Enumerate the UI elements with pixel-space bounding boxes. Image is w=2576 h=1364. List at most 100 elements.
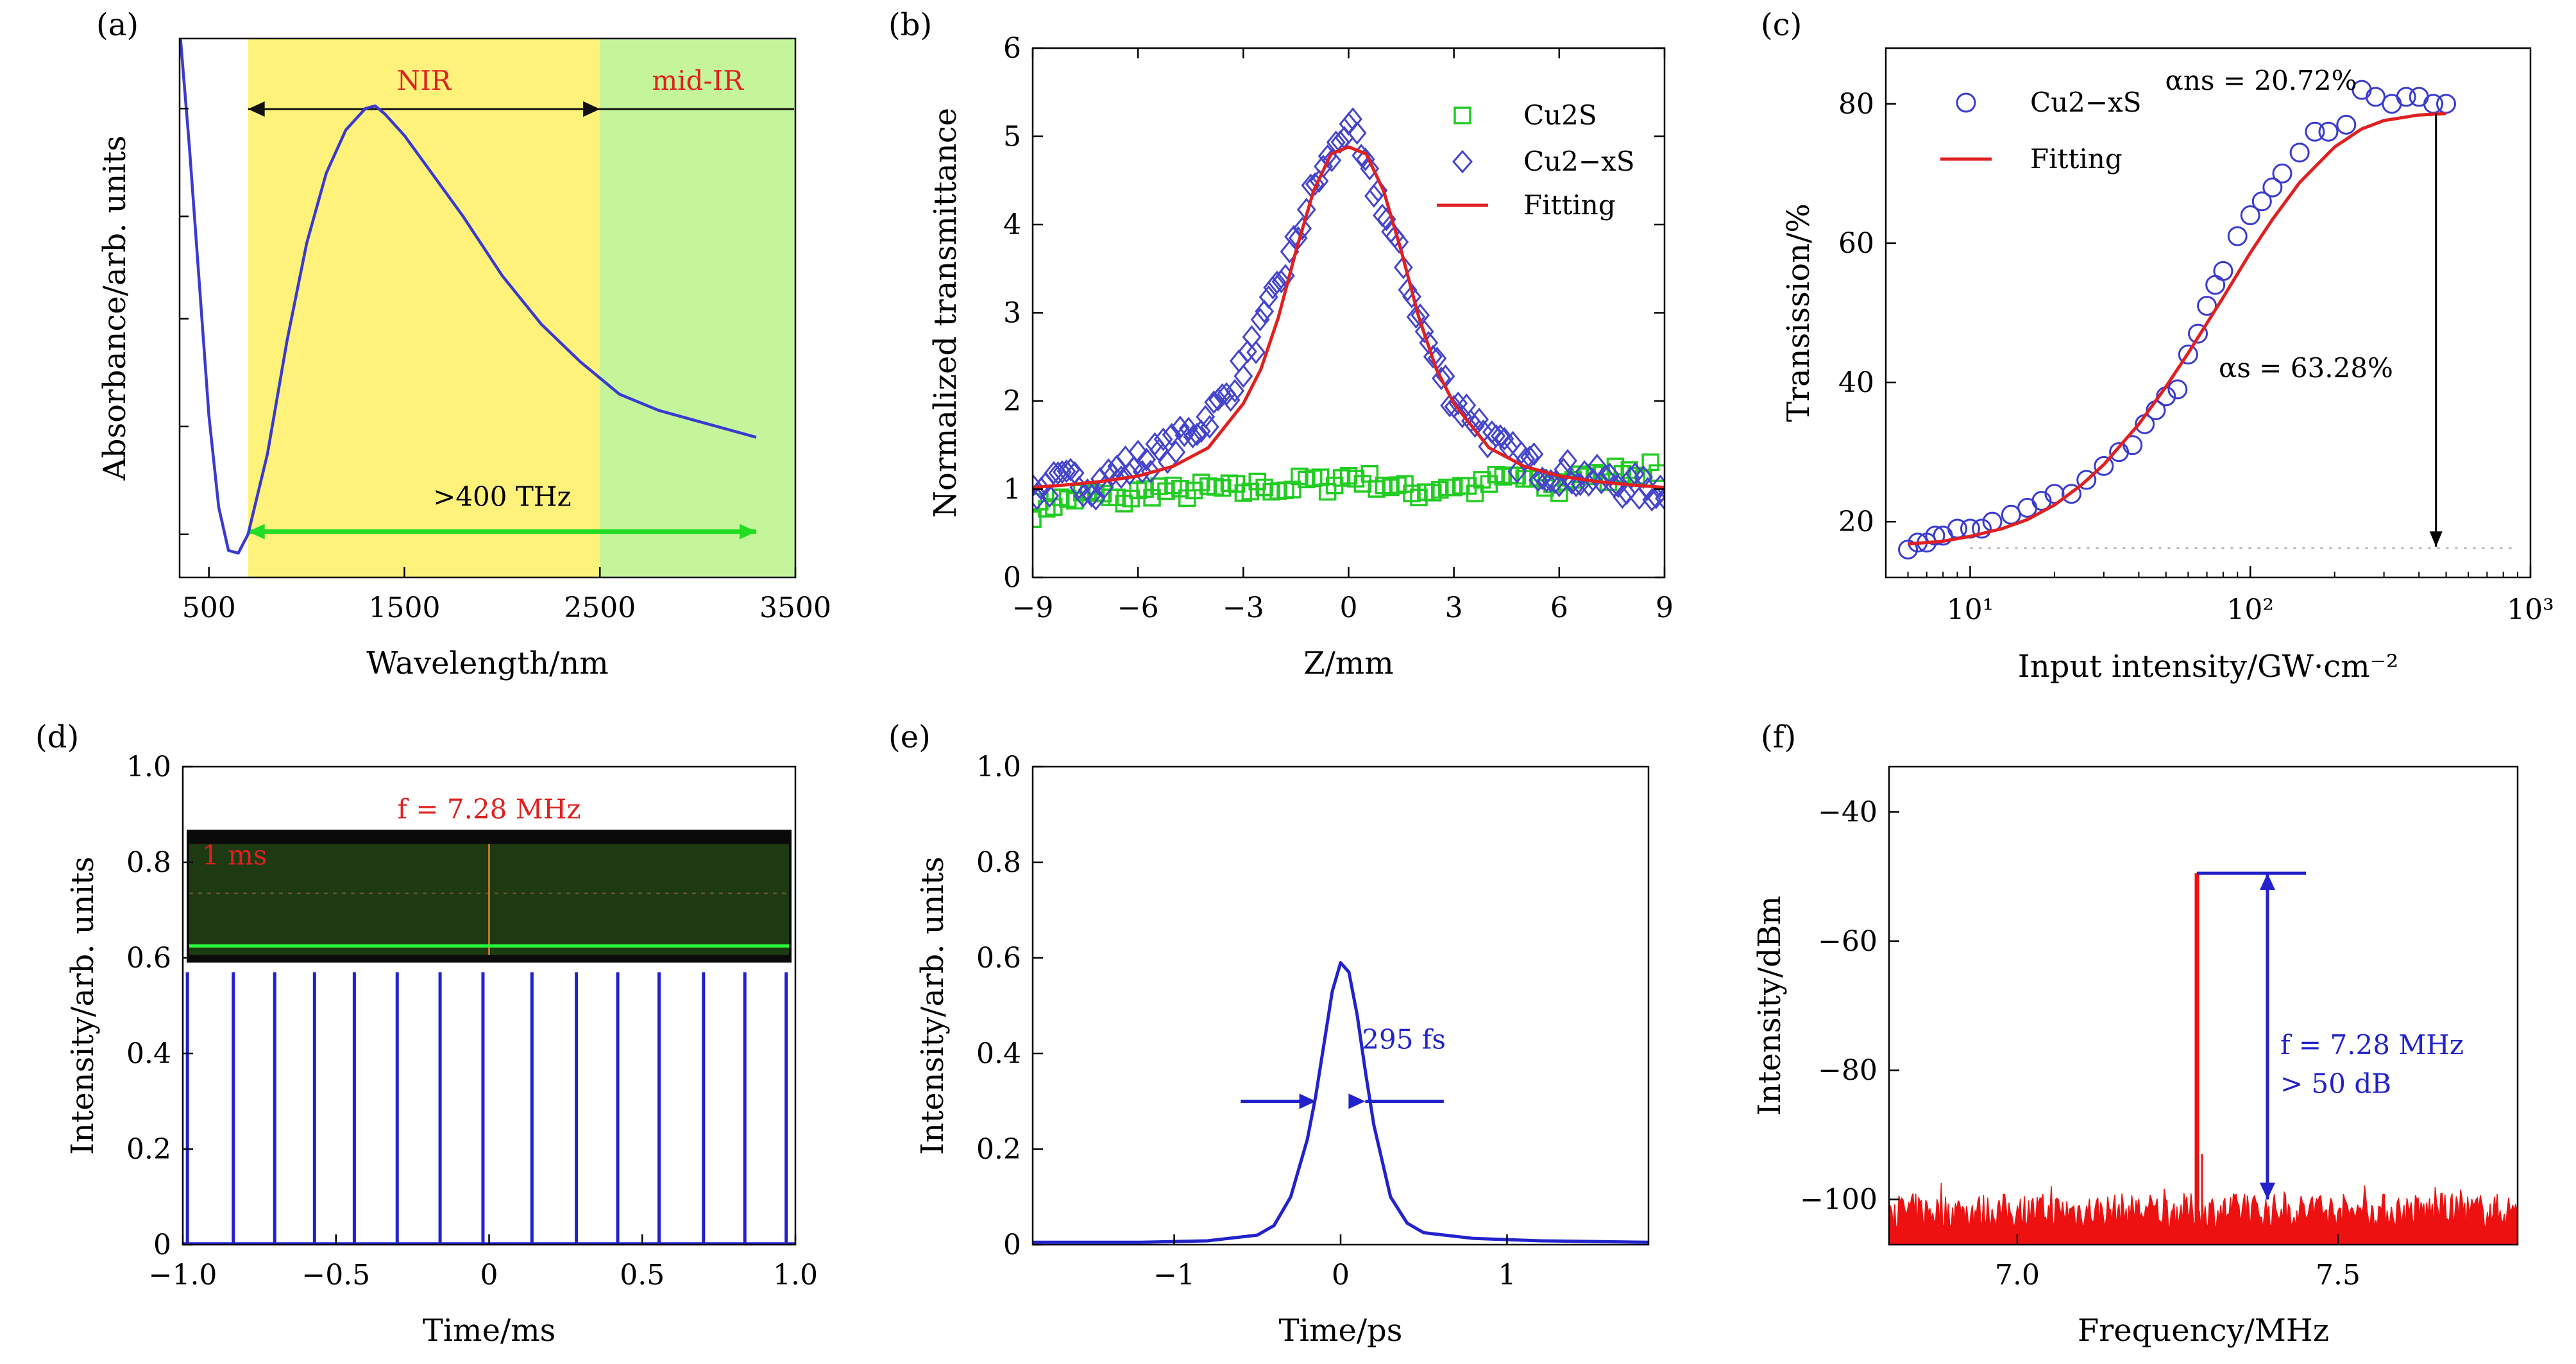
bandwidth-arrow-tail — [248, 524, 265, 540]
autocorrelation-trace — [1033, 961, 1649, 1244]
cu2-xs-point — [2262, 177, 2283, 198]
x-tick-label: 7.5 — [2316, 1259, 2360, 1292]
alpha-s-annotation: αs = 63.28% — [2219, 352, 2393, 384]
y-tick-label: 0.8 — [126, 846, 171, 879]
x-tick-label: −9 — [1012, 592, 1054, 624]
cu2-xs-point — [1225, 379, 1245, 403]
y-tick-label: 0.4 — [126, 1037, 171, 1070]
cu2-xs-point — [1162, 423, 1182, 447]
cu2-xs-point — [2305, 121, 2325, 142]
cu2-xs-point — [2336, 114, 2357, 135]
cu2-xs-point — [1053, 460, 1072, 484]
cu2-xs-point — [1364, 184, 1384, 208]
cu2-xs-point — [2227, 226, 2248, 246]
cu2-xs-point — [1179, 416, 1198, 441]
legend-fitting-label: Fitting — [2030, 143, 2123, 175]
fwhm-label: 295 fs — [1362, 1024, 1446, 1055]
cu2-xs-point — [1246, 340, 1266, 364]
cu2-xs-point — [1137, 447, 1157, 472]
depth-arrow-head — [2429, 531, 2443, 547]
cu2-xs-point — [1600, 463, 1620, 486]
y-axis-label: Transission/% — [1781, 203, 1817, 422]
cu2-xs-point — [1355, 147, 1375, 171]
cu2-xs-point — [1398, 278, 1418, 302]
y-tick-label: 0.2 — [976, 1133, 1021, 1166]
x-tick-label: −1.0 — [149, 1259, 217, 1292]
y-axis-label: Absorbance/arb. units — [97, 135, 133, 481]
cu2-xs-point — [2436, 94, 2457, 114]
y-axis-label: Intensity/arb. units — [65, 857, 101, 1155]
inset-frequency-label: f = 7.28 MHz — [397, 793, 580, 824]
cu2-xs-point — [2188, 323, 2208, 344]
cu2-xs-point — [1255, 299, 1275, 323]
fitting-curve — [1033, 145, 1665, 490]
cu2-xs-point — [1271, 269, 1291, 294]
cu2-xs-point — [1305, 172, 1325, 196]
y-tick-label: 1.0 — [126, 751, 171, 783]
region-nir — [248, 38, 600, 577]
cu2-xs-point — [1086, 487, 1106, 511]
frequency-label: f = 7.28 MHz — [2280, 1029, 2464, 1061]
y-tick-label: 0 — [1003, 561, 1021, 594]
panel-a: NIR mid-IR >400 THz 500 1500 2500 3500 Waveleng… — [96, 7, 831, 681]
cu2-xs-point — [1322, 148, 1342, 173]
y-tick-label: 0 — [153, 1229, 171, 1261]
bandwidth-label: >400 THz — [433, 481, 571, 513]
cu2-xs-point — [1061, 457, 1081, 482]
cu2-xs-point — [1591, 470, 1611, 495]
y-tick-label: −80 — [1818, 1054, 1877, 1087]
inset-time-label: 1 ms — [202, 840, 267, 871]
cu2-xs-point — [1153, 427, 1173, 452]
cu2-xs-point — [1284, 225, 1304, 249]
legend-cu2-xs-marker — [1956, 92, 1976, 113]
cu2-xs-point — [1389, 230, 1409, 254]
x-tick-label: 0.5 — [620, 1259, 665, 1292]
x-tick-label: 1 — [1498, 1259, 1516, 1292]
cu2-xs-point — [2272, 163, 2292, 183]
panel-label: (c) — [1761, 7, 1802, 43]
legend-cu2s-label: Cu2S — [1523, 99, 1597, 131]
cu2-xs-point — [1250, 307, 1270, 332]
cu2-xs-point — [1360, 157, 1380, 181]
cu2-xs-point — [1221, 388, 1241, 412]
cu2-xs-point — [1187, 422, 1207, 447]
x-tick-label: 1500 — [368, 592, 440, 624]
alpha-ns-annotation: αns = 20.72% — [2165, 65, 2357, 96]
cu2-xs-point — [2123, 435, 2143, 456]
cu2-xs-point — [1199, 414, 1219, 439]
axes-frame — [1031, 765, 1650, 1246]
cu2-xs-point — [1545, 470, 1565, 495]
cu2-xs-point — [1972, 518, 1992, 539]
cu2-xs-point — [1529, 468, 1548, 492]
y-tick-label: 0.2 — [126, 1133, 171, 1166]
cu2-xs-point — [2318, 121, 2339, 142]
panel-label: (a) — [96, 7, 139, 43]
cu2-xs-point — [1402, 284, 1421, 309]
absorbance-curve — [180, 38, 757, 555]
x-axis-label: Z/mm — [1303, 645, 1394, 681]
x-axis-label: Frequency/MHz — [2078, 1313, 2329, 1349]
panel-e: 295 fs −1 0 1 0 0.2 0.4 0.6 0.8 1.0 Time/ps Intensi… — [888, 719, 1650, 1349]
cu2-xs-point — [1128, 439, 1148, 464]
y-tick-label: −60 — [1818, 925, 1877, 958]
x-tick-label: −6 — [1117, 592, 1159, 624]
cu2-xs-point — [1423, 345, 1443, 369]
x-tick-label: 0 — [1340, 592, 1358, 624]
cu2-xs-point — [2178, 345, 2198, 365]
x-axis-label: Time/ps — [1279, 1313, 1403, 1349]
panel-b: −9 −6 −3 0 3 6 9 0 1 2 3 4 5 6 Z/mm Normalized transmit… — [888, 7, 1674, 681]
y-axis-label: Intensity/dBm — [1752, 896, 1788, 1116]
y-tick-label: 4 — [1003, 209, 1021, 241]
x-tick-label: 500 — [182, 592, 236, 624]
x-axis-label: Time/ms — [423, 1313, 556, 1349]
cu2-xs-point — [1524, 442, 1544, 466]
x-tick-label: 6 — [1550, 592, 1568, 624]
cu2-xs-point — [2094, 456, 2114, 476]
y-tick-label: 6 — [1003, 32, 1021, 65]
x-tick-label: 2500 — [564, 592, 636, 624]
cu2-xs-point — [1267, 270, 1287, 294]
cu2-xs-point — [1537, 468, 1557, 493]
y-tick-label: 20 — [1838, 506, 1874, 538]
cu2-xs-point — [1233, 364, 1253, 388]
